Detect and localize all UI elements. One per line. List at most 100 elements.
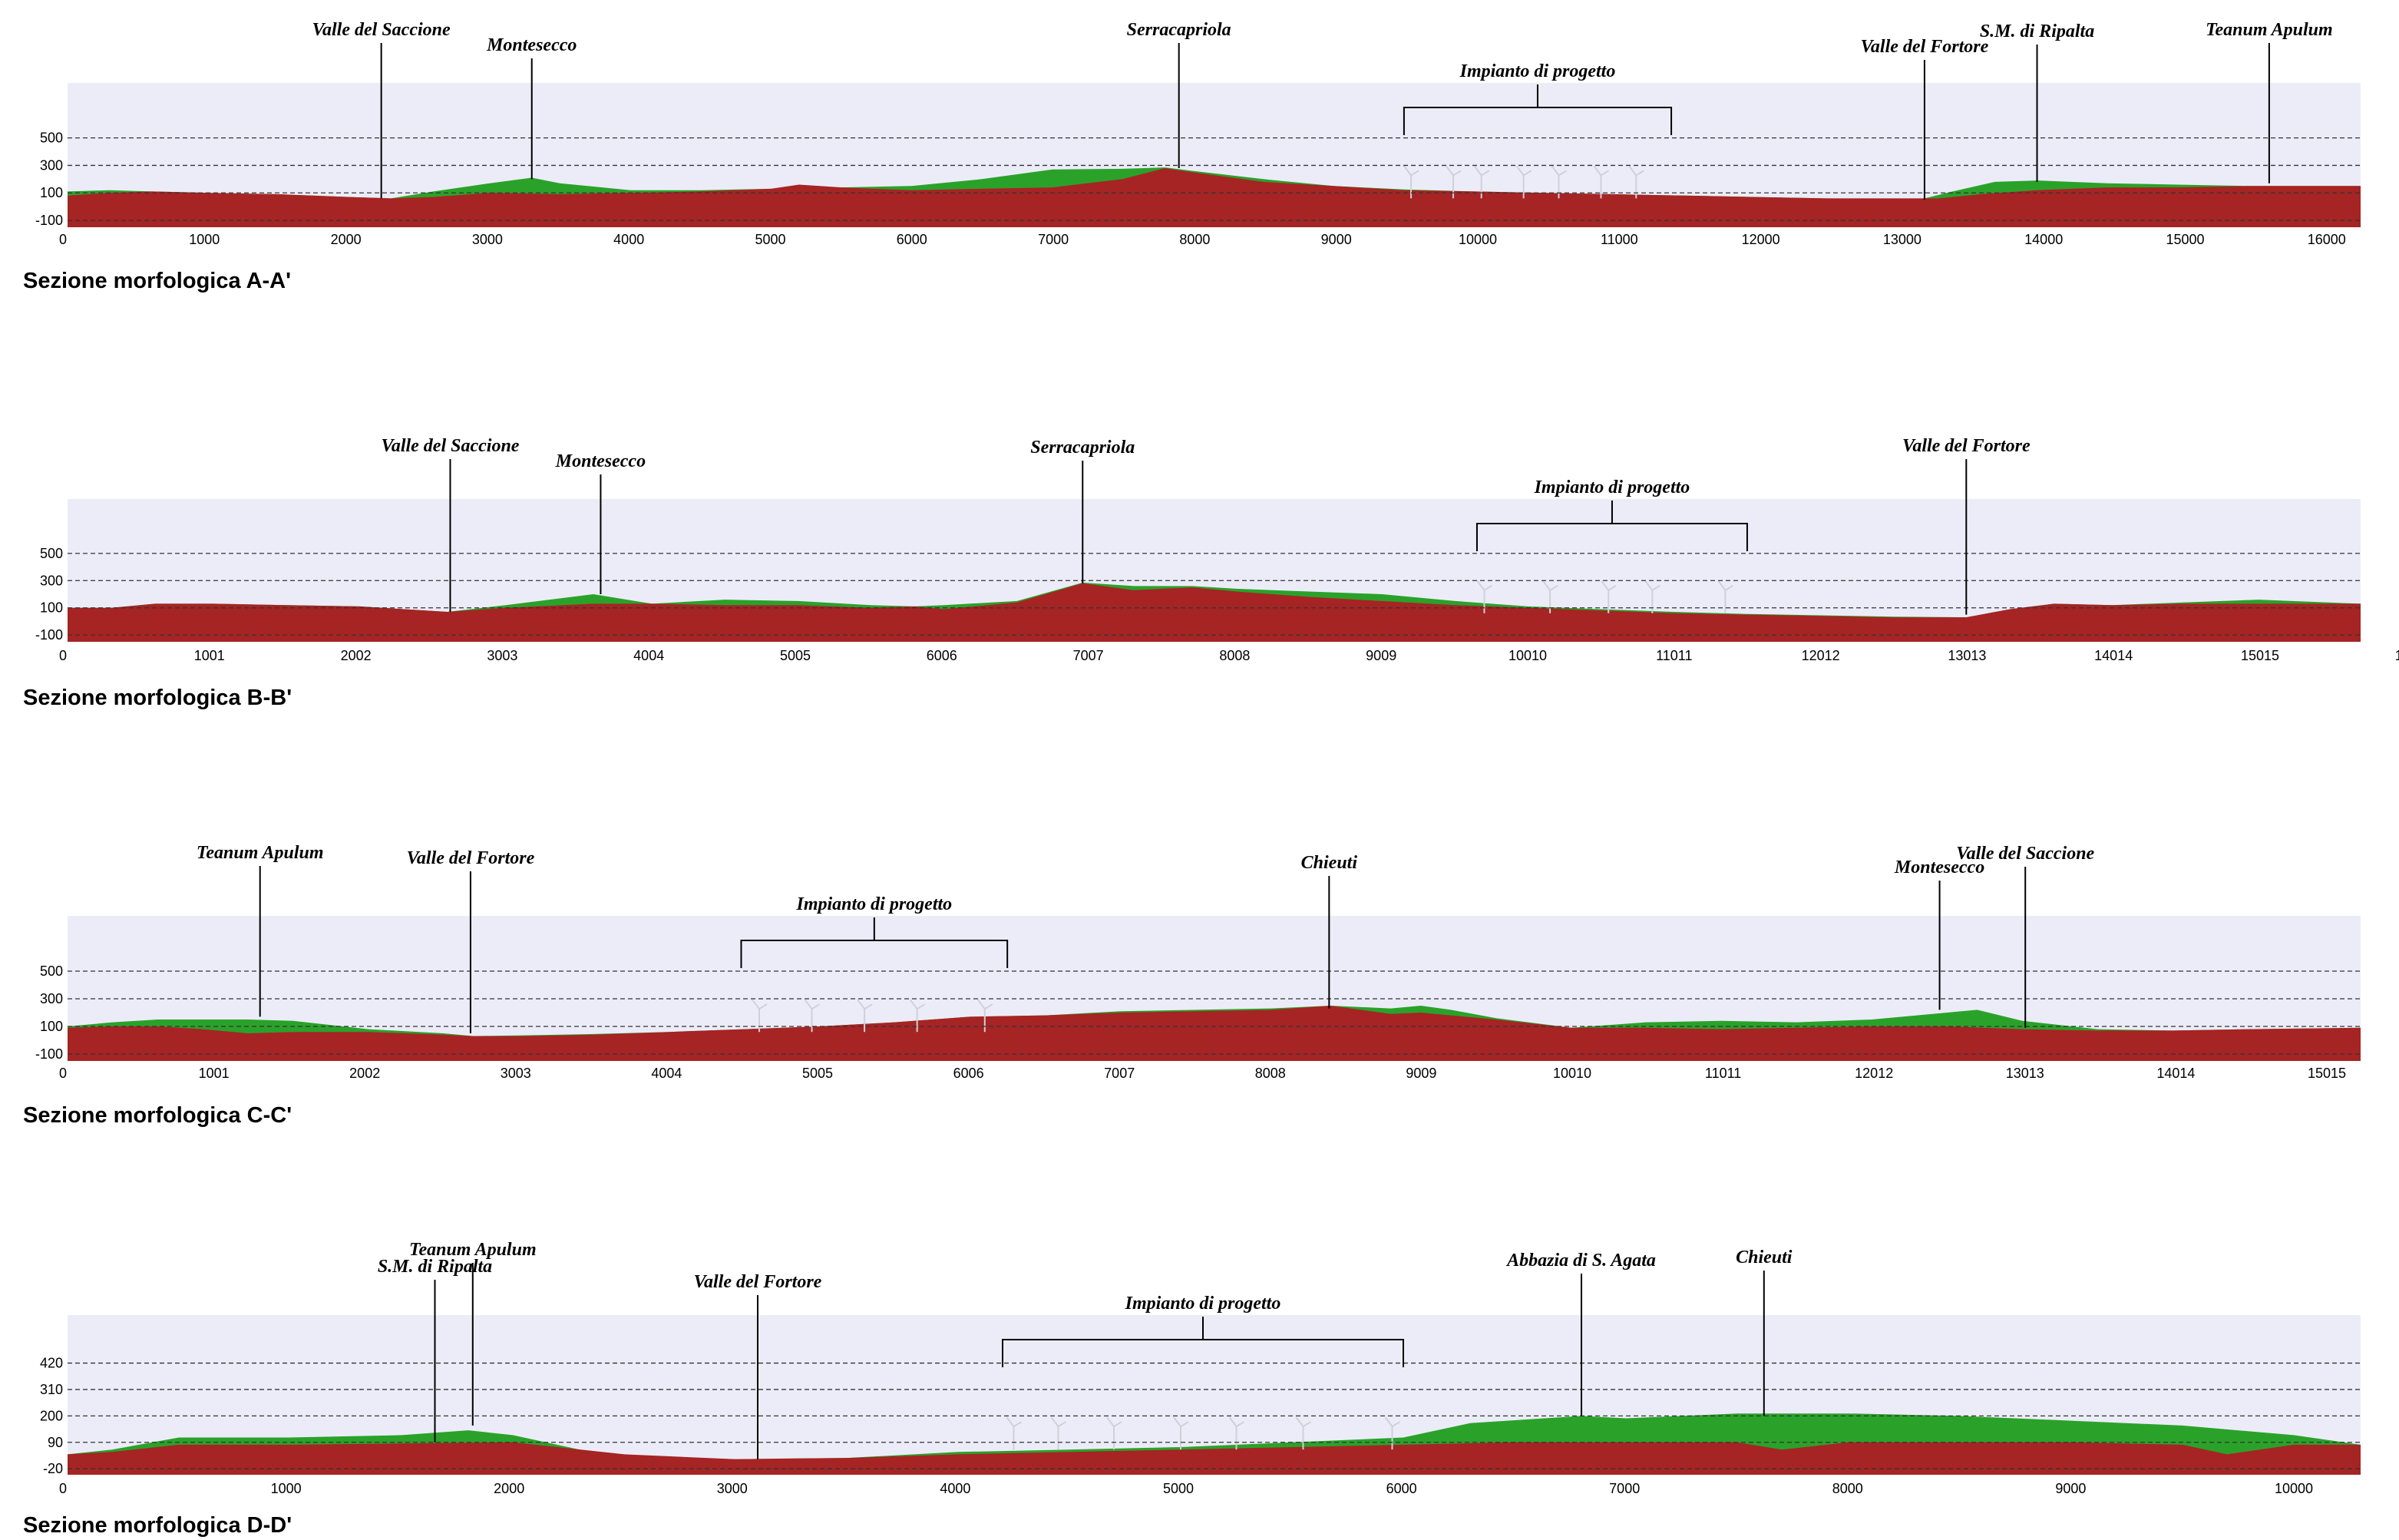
project-bracket (1475, 501, 1748, 551)
section-c-c-panel: 500 300 100 -100 0 1001 2002 3003 4004 5005 6006 70… (23, 843, 2361, 1128)
landmark-label: Teanum Apulum (2206, 20, 2333, 40)
landmark-label: Teanum Apulum (409, 1240, 537, 1260)
x-tick-label: 13013 (2006, 1066, 2044, 1081)
project-label: Impianto di progetto (1459, 61, 1616, 81)
x-tick-label: 2002 (341, 648, 372, 663)
x-tick-label: 4000 (940, 1481, 970, 1496)
x-tick-label: 13000 (1883, 232, 1922, 247)
landmark-label: Valle del Fortore (1861, 37, 1989, 57)
turbine-icon (1717, 580, 1733, 613)
turbine-icon (1628, 165, 1644, 199)
x-tick-label: 14014 (2156, 1066, 2195, 1081)
terrain-profile (68, 583, 2361, 642)
x-tick-label: 8000 (1179, 232, 1210, 247)
turbine-icon (1601, 580, 1617, 613)
landmark-label: Montesecco (1894, 858, 1984, 877)
landmark-label: Chieuti (1301, 853, 1358, 873)
x-tick-label: 15000 (2166, 232, 2204, 247)
turbine-icon (804, 999, 821, 1033)
x-tick-label: 8008 (1255, 1066, 1286, 1081)
x-tick-label: 7007 (1073, 648, 1104, 663)
y-tick-label: -100 (35, 1046, 63, 1062)
x-tick-label: 1000 (189, 232, 220, 247)
x-tick-label: 0 (59, 1481, 67, 1496)
landmark-label: Serracapriola (1127, 20, 1231, 40)
turbine-icon (1228, 1416, 1245, 1450)
x-tick-label: 11011 (1705, 1066, 1741, 1081)
section-a-a-title: Sezione morfologica A-A' (23, 269, 291, 293)
landmark-label: Teanum Apulum (197, 843, 324, 863)
x-tick-label: 16000 (2308, 232, 2346, 247)
turbine-icon (1473, 165, 1490, 199)
y-tick-label: 500 (40, 963, 63, 979)
x-tick-label: 7000 (1038, 232, 1069, 247)
x-tick-label: 10010 (1553, 1066, 1591, 1081)
x-tick-label: 5005 (780, 648, 811, 663)
turbine-icon (1551, 165, 1567, 199)
y-tick-label: 100 (40, 600, 63, 616)
x-tick-label: 10010 (1508, 648, 1547, 663)
turbine-icon (977, 999, 993, 1033)
x-tick-label: 5000 (755, 232, 785, 247)
turbine-icon (1446, 165, 1462, 199)
x-tick-label: 10000 (1459, 232, 1497, 247)
x-tick-label: 11011 (1656, 648, 1692, 663)
project-label: Impianto di progetto (795, 894, 952, 914)
x-tick-label: 4004 (633, 648, 664, 663)
x-tick-label: 14000 (2024, 232, 2063, 247)
y-tick-label: 300 (40, 991, 63, 1006)
x-tick-label: 11000 (1601, 232, 1638, 247)
x-tick-label: 10000 (2275, 1481, 2313, 1496)
x-tick-label: 15015 (2241, 648, 2279, 663)
landmark-label: Valle del Fortore (694, 1272, 822, 1292)
section-a-a-panel: 500 300 100 -100 0 1000 2000 3000 4000 5000 6000 70… (23, 20, 2361, 293)
landmark-label: Montesecco (486, 35, 577, 55)
y-tick-label: 420 (40, 1356, 63, 1371)
x-tick-label: 6006 (953, 1066, 984, 1081)
project-label: Impianto di progetto (1534, 478, 1690, 497)
landmark-label: Valle del Saccione (1956, 844, 2094, 864)
x-tick-label: 4004 (651, 1066, 682, 1081)
turbine-icon (1384, 1416, 1401, 1450)
landmark-label: Montesecco (555, 451, 646, 471)
section-d-d-panel: 420 310 200 90 -20 0 1000 2000 3000 4000 5000 6000 7… (23, 1240, 2361, 1538)
x-tick-label: 3003 (487, 648, 517, 663)
landmark-label: Serracapriola (1030, 438, 1135, 458)
x-tick-label: 9000 (1321, 232, 1352, 247)
y-tick-label: 310 (40, 1382, 63, 1397)
project-bracket (740, 917, 1009, 968)
landmark-label: S.M. di Ripalta (1980, 21, 2094, 41)
landmark-label: Valle del Saccione (312, 20, 451, 40)
section-c-c-title: Sezione morfologica C-C' (23, 1103, 292, 1128)
y-tick-label: 100 (40, 1019, 63, 1034)
turbine-icon (752, 999, 768, 1033)
turbine-icon (1515, 165, 1532, 199)
x-tick-label: 6000 (897, 232, 927, 247)
x-tick-label: 12012 (1802, 648, 1840, 663)
x-tick-label: 4000 (613, 232, 644, 247)
turbine-icon (1403, 165, 1419, 199)
x-tick-label: 3000 (472, 232, 503, 247)
y-tick-label: -20 (43, 1461, 63, 1476)
x-tick-label: 15015 (2308, 1066, 2346, 1081)
turbine-icon (1593, 165, 1609, 199)
landmark-label: Abbazia di S. Agata (1505, 1251, 1656, 1271)
x-tick-label: 9000 (2055, 1481, 2086, 1496)
x-tick-label: 9009 (1406, 1066, 1436, 1081)
x-tick-label: 13013 (1948, 648, 1986, 663)
x-tick-label: 2000 (331, 232, 362, 247)
y-tick-label: 500 (40, 546, 63, 561)
turbine-icon (909, 999, 926, 1033)
x-tick-label: 0 (59, 648, 67, 663)
turbine-icon (1173, 1416, 1189, 1450)
x-tick-label: 8000 (1832, 1481, 1863, 1496)
turbine-icon (1106, 1416, 1122, 1450)
terrain-profile (68, 168, 2361, 227)
x-tick-label: 14014 (2094, 648, 2133, 663)
turbine-icon (857, 999, 873, 1033)
landmark-label: Valle del Fortore (407, 848, 535, 868)
landmark-label: Valle del Fortore (1902, 436, 2031, 456)
turbine-icon (1542, 580, 1558, 613)
x-tick-label: 6000 (1386, 1481, 1417, 1496)
